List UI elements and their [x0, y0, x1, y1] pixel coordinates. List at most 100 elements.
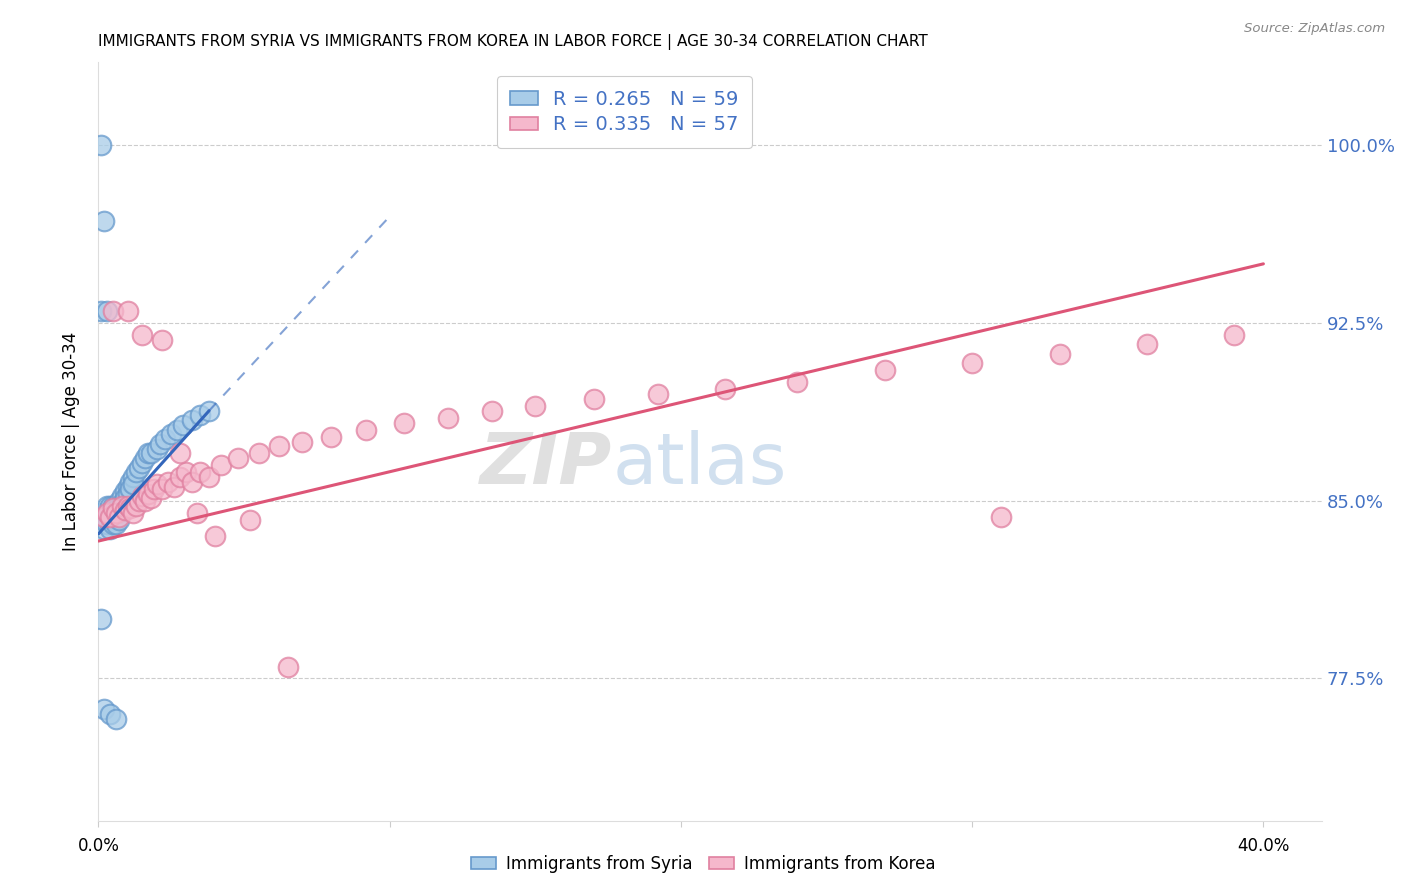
Point — [277, 659, 299, 673]
Point — [209, 458, 232, 473]
Point — [90, 612, 112, 626]
Point — [873, 363, 896, 377]
Point — [1136, 337, 1159, 351]
Point — [98, 706, 121, 721]
Point — [157, 475, 180, 489]
Point — [90, 304, 112, 318]
Point — [96, 499, 118, 513]
Point — [104, 503, 127, 517]
Point — [128, 493, 150, 508]
Point — [104, 510, 127, 524]
Point — [96, 304, 118, 318]
Point — [101, 503, 124, 517]
Point — [93, 702, 115, 716]
Point — [166, 423, 188, 437]
Point — [98, 522, 121, 536]
Point — [93, 510, 115, 524]
Point — [198, 470, 221, 484]
Text: atlas: atlas — [612, 430, 786, 499]
Point — [117, 499, 139, 513]
Point — [114, 499, 136, 513]
Point — [117, 304, 139, 318]
Legend: Immigrants from Syria, Immigrants from Korea: Immigrants from Syria, Immigrants from K… — [464, 848, 942, 880]
Point — [1223, 327, 1246, 342]
Point — [101, 304, 124, 318]
Point — [960, 356, 983, 370]
Point — [160, 427, 183, 442]
Point — [108, 510, 131, 524]
Point — [111, 496, 134, 510]
Point — [155, 432, 177, 446]
Point — [111, 503, 134, 517]
Point — [131, 327, 153, 342]
Point — [111, 499, 134, 513]
Point — [136, 446, 159, 460]
Text: 0.0%: 0.0% — [77, 838, 120, 855]
Point — [128, 460, 150, 475]
Point — [125, 466, 148, 480]
Point — [122, 477, 145, 491]
Point — [131, 489, 153, 503]
Point — [101, 510, 124, 524]
Point — [1049, 347, 1071, 361]
Point — [120, 482, 142, 496]
Point — [239, 513, 262, 527]
Point — [172, 417, 194, 432]
Text: Source: ZipAtlas.com: Source: ZipAtlas.com — [1244, 22, 1385, 36]
Point — [96, 510, 118, 524]
Point — [104, 506, 127, 520]
Point — [198, 403, 221, 417]
Point — [93, 513, 115, 527]
Point — [321, 430, 343, 444]
Point — [98, 499, 121, 513]
Point — [101, 513, 124, 527]
Point — [131, 456, 153, 470]
Point — [98, 506, 121, 520]
Point — [114, 503, 136, 517]
Point — [108, 499, 131, 513]
Point — [291, 434, 314, 449]
Point — [101, 500, 124, 515]
Point — [582, 392, 605, 406]
Point — [169, 446, 191, 460]
Point — [145, 477, 167, 491]
Point — [90, 506, 112, 520]
Point — [104, 517, 127, 532]
Point — [204, 529, 226, 543]
Point — [180, 413, 202, 427]
Point — [226, 451, 249, 466]
Point — [114, 491, 136, 506]
Point — [101, 499, 124, 513]
Point — [111, 489, 134, 503]
Point — [169, 470, 191, 484]
Text: IMMIGRANTS FROM SYRIA VS IMMIGRANTS FROM KOREA IN LABOR FORCE | AGE 30-34 CORREL: IMMIGRANTS FROM SYRIA VS IMMIGRANTS FROM… — [98, 34, 928, 50]
Point — [125, 499, 148, 513]
Point — [139, 491, 162, 506]
Point — [108, 513, 131, 527]
Point — [90, 138, 112, 153]
Point — [104, 499, 127, 513]
Point — [247, 446, 270, 460]
Point — [163, 479, 186, 493]
Point — [356, 423, 378, 437]
Point — [647, 387, 669, 401]
Point — [93, 522, 115, 536]
Point — [152, 333, 174, 347]
Point — [713, 383, 735, 397]
Point — [108, 506, 131, 520]
Text: 40.0%: 40.0% — [1237, 838, 1289, 855]
Point — [134, 493, 156, 508]
Point — [392, 416, 416, 430]
Point — [120, 475, 142, 489]
Point — [104, 712, 127, 726]
Point — [145, 442, 167, 456]
Point — [93, 506, 115, 520]
Point — [114, 484, 136, 499]
Y-axis label: In Labor Force | Age 30-34: In Labor Force | Age 30-34 — [62, 332, 80, 551]
Point — [120, 500, 142, 515]
Point — [188, 466, 212, 480]
Point — [524, 399, 547, 413]
Point — [990, 510, 1012, 524]
Point — [98, 510, 121, 524]
Point — [101, 517, 124, 532]
